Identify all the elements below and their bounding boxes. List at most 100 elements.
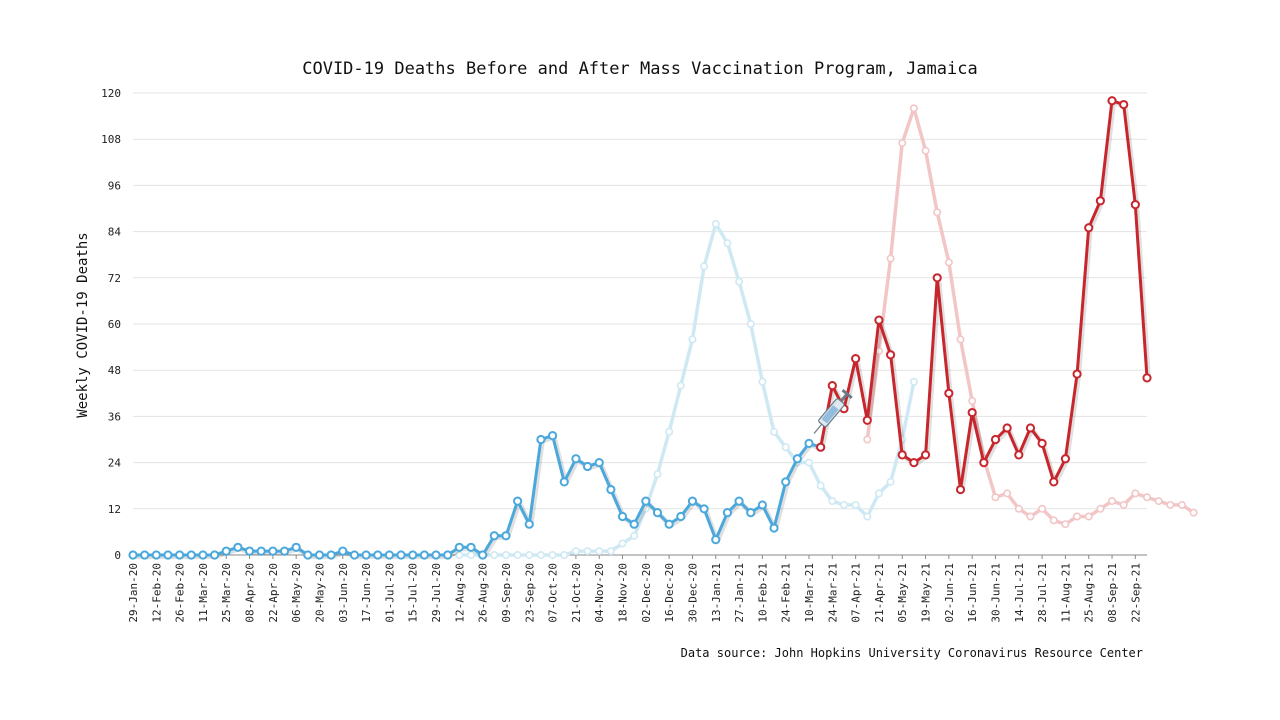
data-point — [711, 535, 721, 545]
x-tick-label: 15-Jul-20 — [407, 563, 420, 623]
data-point — [1049, 477, 1059, 487]
data-point — [1119, 500, 1128, 509]
data-point — [408, 550, 418, 560]
data-point — [559, 477, 569, 487]
data-point — [140, 550, 150, 560]
data-point — [303, 550, 313, 560]
data-point — [944, 388, 954, 398]
data-point — [920, 450, 931, 460]
x-tick-label: 07-Apr-21 — [850, 563, 863, 623]
data-point — [431, 550, 441, 560]
x-tick-label: 08-Sep-21 — [1106, 563, 1119, 623]
x-tick-label: 10-Feb-21 — [756, 563, 769, 623]
data-point — [175, 550, 185, 560]
data-point — [1025, 423, 1036, 433]
data-point — [816, 481, 825, 490]
data-point — [863, 435, 872, 444]
data-point — [897, 450, 907, 460]
x-tick-label: 13-Jan-21 — [710, 563, 723, 623]
data-point — [1084, 512, 1093, 521]
data-point — [478, 550, 488, 560]
y-tick-label: 36 — [108, 410, 121, 423]
data-point — [536, 550, 545, 559]
x-tick-label: 11-Aug-21 — [1059, 563, 1072, 623]
data-point — [536, 434, 546, 445]
data-point — [1166, 500, 1175, 509]
y-tick-label: 0 — [114, 549, 121, 562]
data-point — [548, 550, 557, 559]
data-point — [384, 550, 395, 560]
x-tick-label: 24-Mar-21 — [826, 563, 839, 623]
x-tick-label: 25-Mar-20 — [220, 563, 233, 623]
x-tick-label: 14-Jul-21 — [1013, 563, 1026, 623]
data-point — [700, 262, 709, 271]
data-point — [443, 550, 453, 560]
x-tick-label: 02-Jun-21 — [943, 563, 956, 623]
data-point — [641, 496, 651, 506]
x-tick-label: 29-Jan-20 — [127, 563, 140, 623]
x-tick-label: 30-Jun-21 — [989, 563, 1002, 623]
data-point — [128, 550, 138, 560]
x-tick-label: 30-Dec-20 — [686, 563, 699, 623]
data-point — [1060, 454, 1071, 464]
data-point — [361, 550, 371, 560]
x-tick-label: 17-Jun-20 — [360, 563, 373, 623]
data-point — [606, 547, 615, 556]
data-point — [956, 335, 965, 344]
data-point — [595, 547, 604, 556]
x-tick-label: 22-Apr-20 — [267, 563, 280, 623]
data-point — [909, 458, 919, 468]
data-point — [885, 350, 896, 360]
data-point — [711, 219, 720, 228]
data-point — [1073, 512, 1082, 521]
data-point — [1119, 99, 1129, 110]
data-point — [373, 550, 383, 560]
y-tick-label: 24 — [108, 457, 122, 470]
x-tick-label: 08-Apr-20 — [244, 563, 257, 623]
data-point — [757, 500, 767, 510]
y-tick-label: 120 — [101, 87, 121, 100]
data-point — [618, 539, 627, 548]
data-point — [944, 258, 953, 267]
data-point — [186, 550, 196, 560]
data-point — [314, 550, 325, 560]
data-point — [582, 461, 593, 472]
data-point — [1131, 489, 1140, 498]
x-tick-label: 29-Jul-20 — [430, 563, 443, 623]
data-point — [244, 546, 255, 556]
data-point — [932, 273, 942, 283]
x-tick-label: 07-Oct-20 — [547, 563, 560, 623]
data-point — [1095, 196, 1105, 206]
y-ticks: 0 12 24 36 48 60 72 84 96 108 120 — [101, 87, 121, 562]
data-point — [804, 458, 813, 467]
data-point — [1096, 504, 1105, 513]
ghost-series — [455, 104, 1198, 559]
data-point — [490, 550, 499, 559]
x-tick-label: 20-May-20 — [313, 563, 326, 623]
data-point — [571, 454, 581, 464]
data-point — [1061, 520, 1070, 529]
data-point — [828, 497, 837, 506]
y-tick-label: 48 — [108, 364, 121, 377]
data-point — [816, 442, 826, 452]
y-tick-label: 60 — [108, 318, 121, 331]
syringe-icon — [813, 388, 853, 434]
data-point — [909, 104, 918, 113]
x-tick-label: 06-May-20 — [290, 563, 303, 623]
x-tick-label: 02-Dec-20 — [640, 563, 653, 623]
data-point — [664, 519, 674, 529]
grid — [133, 92, 1147, 556]
data-point — [769, 523, 779, 533]
data-point — [1154, 497, 1163, 506]
x-tick-label: 03-Jun-20 — [337, 563, 350, 623]
data-point — [571, 547, 580, 556]
data-point — [1014, 450, 1024, 460]
data-point — [676, 511, 686, 522]
x-tick-label: 26-Aug-20 — [477, 563, 490, 623]
data-point — [1038, 504, 1047, 513]
data-point — [256, 546, 266, 556]
data-point — [466, 542, 476, 552]
data-point — [606, 484, 616, 495]
y-tick-label: 12 — [108, 503, 121, 516]
data-point — [525, 550, 534, 559]
